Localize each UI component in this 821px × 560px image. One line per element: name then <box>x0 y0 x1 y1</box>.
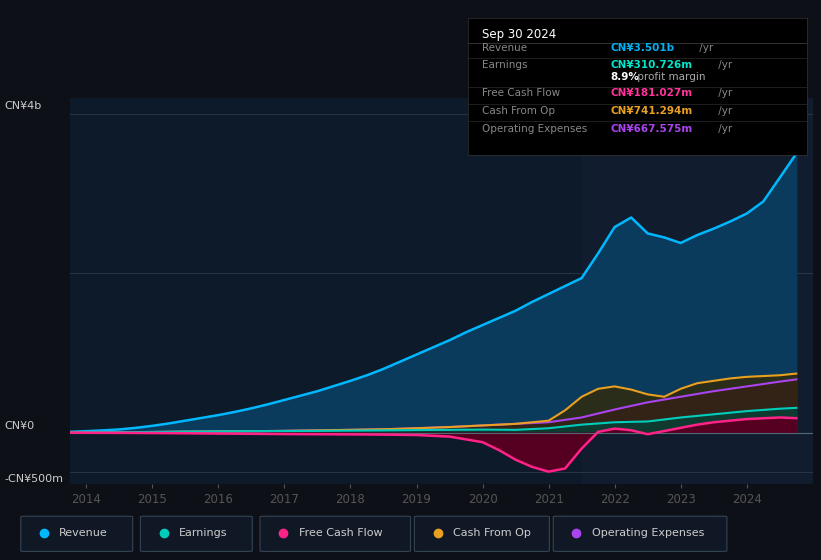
Text: /yr: /yr <box>715 106 732 116</box>
Text: /yr: /yr <box>715 59 732 69</box>
FancyBboxPatch shape <box>140 516 252 552</box>
Text: Revenue: Revenue <box>59 529 108 538</box>
Text: Operating Expenses: Operating Expenses <box>592 529 704 538</box>
Text: 8.9%: 8.9% <box>610 72 640 82</box>
Text: -CN¥500m: -CN¥500m <box>4 474 63 484</box>
Text: /yr: /yr <box>715 124 732 134</box>
Text: Revenue: Revenue <box>482 43 527 53</box>
Text: CN¥0: CN¥0 <box>4 421 34 431</box>
Text: profit margin: profit margin <box>634 72 705 82</box>
Text: Earnings: Earnings <box>179 529 227 538</box>
Text: CN¥667.575m: CN¥667.575m <box>610 124 693 134</box>
FancyBboxPatch shape <box>415 516 549 552</box>
Text: CN¥4b: CN¥4b <box>4 101 41 111</box>
FancyBboxPatch shape <box>21 516 133 552</box>
Text: /yr: /yr <box>715 88 732 99</box>
FancyBboxPatch shape <box>553 516 727 552</box>
Text: CN¥3.501b: CN¥3.501b <box>610 43 675 53</box>
Text: Earnings: Earnings <box>482 59 527 69</box>
Text: Cash From Op: Cash From Op <box>482 106 554 116</box>
Text: Free Cash Flow: Free Cash Flow <box>482 88 560 99</box>
Text: Cash From Op: Cash From Op <box>453 529 531 538</box>
Text: /yr: /yr <box>696 43 713 53</box>
Text: Operating Expenses: Operating Expenses <box>482 124 587 134</box>
Text: Free Cash Flow: Free Cash Flow <box>299 529 383 538</box>
Text: CN¥310.726m: CN¥310.726m <box>610 59 692 69</box>
Text: CN¥181.027m: CN¥181.027m <box>610 88 692 99</box>
Text: Sep 30 2024: Sep 30 2024 <box>482 27 556 40</box>
FancyBboxPatch shape <box>260 516 410 552</box>
Bar <box>581 98 813 484</box>
Text: CN¥741.294m: CN¥741.294m <box>610 106 693 116</box>
